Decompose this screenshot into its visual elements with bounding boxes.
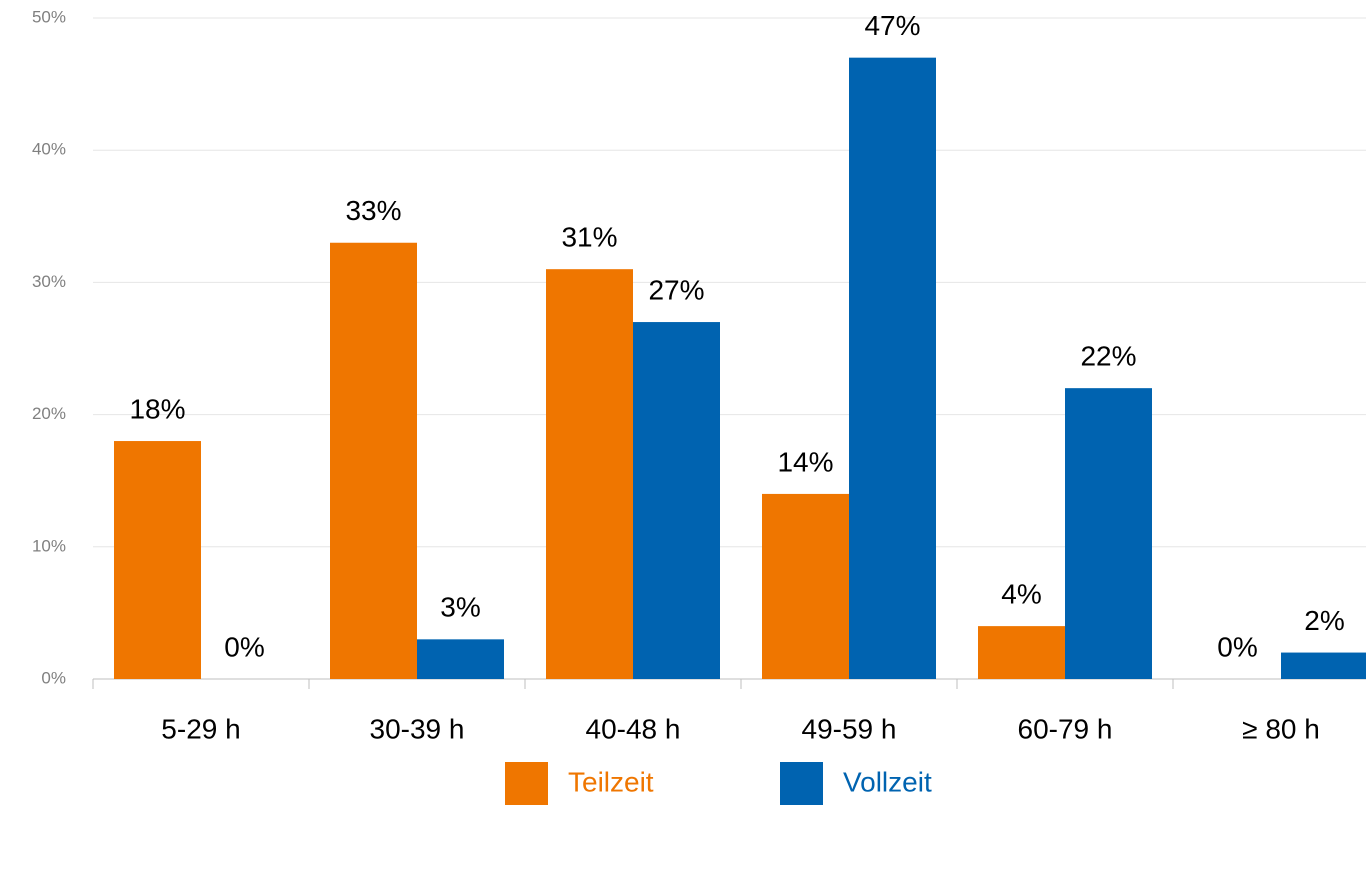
y-tick-label: 30% (32, 272, 66, 291)
value-label: 22% (1080, 341, 1136, 372)
y-tick-label: 50% (32, 7, 66, 26)
value-label: 27% (648, 274, 704, 305)
value-label: 3% (440, 592, 480, 623)
value-label: 2% (1304, 605, 1344, 636)
bar (633, 322, 720, 679)
y-tick-label: 40% (32, 140, 66, 159)
legend-label: Teilzeit (568, 766, 654, 797)
x-tick-label: 5-29 h (161, 713, 240, 744)
bar (546, 269, 633, 679)
x-tick-label: 49-59 h (802, 713, 897, 744)
x-tick-label: ≥ 80 h (1242, 713, 1320, 744)
value-label: 47% (864, 10, 920, 41)
value-label: 31% (561, 222, 617, 253)
bar (849, 57, 936, 680)
value-label: 4% (1001, 579, 1041, 610)
y-tick-label: 10% (32, 536, 66, 555)
bar (978, 626, 1065, 679)
value-label: 14% (777, 446, 833, 477)
value-label: 0% (1217, 631, 1257, 662)
value-label: 33% (345, 195, 401, 226)
legend-swatch (780, 762, 823, 805)
y-tick-label: 0% (41, 668, 66, 687)
bar (417, 639, 504, 679)
bar (114, 441, 201, 679)
bar (762, 493, 849, 679)
value-label: 0% (224, 631, 264, 662)
x-tick-label: 40-48 h (586, 713, 681, 744)
y-tick-label: 20% (32, 404, 66, 423)
legend-label: Vollzeit (843, 766, 932, 797)
bar (330, 242, 417, 680)
x-tick-label: 60-79 h (1018, 713, 1113, 744)
value-label: 18% (129, 393, 185, 424)
bar (1281, 652, 1366, 679)
bar (1065, 388, 1152, 679)
x-tick-label: 30-39 h (370, 713, 465, 744)
legend-swatch (505, 762, 548, 805)
